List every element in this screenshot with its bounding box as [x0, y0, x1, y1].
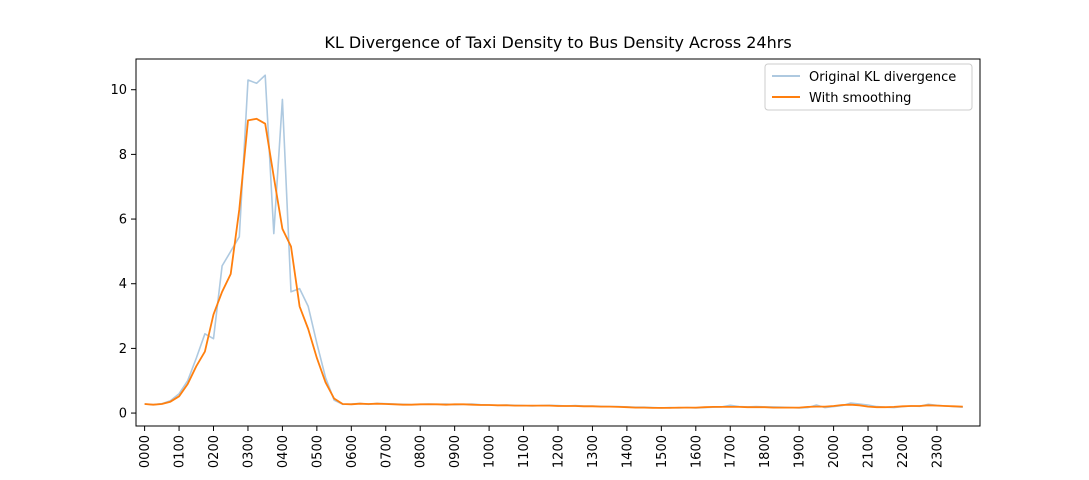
x-tick-label: 0000: [138, 435, 153, 468]
x-tick-label: 1900: [793, 435, 808, 468]
x-tick-label: 0900: [448, 435, 463, 468]
y-tick-label: 0: [119, 407, 127, 422]
plot-area: [135, 58, 981, 427]
x-tick-label: 1800: [758, 435, 773, 468]
legend-label-smoothing: With smoothing: [809, 91, 911, 106]
y-tick-label: 2: [119, 342, 127, 357]
x-tick-label: 2300: [930, 435, 945, 468]
x-tick-label: 0200: [207, 435, 222, 468]
chart-title: KL Divergence of Taxi Density to Bus Den…: [324, 33, 791, 52]
x-tick-label: 1200: [552, 435, 567, 468]
x-tick-label: 0600: [345, 435, 360, 468]
y-axis: 0 2 4 6 8 10: [110, 83, 136, 422]
x-tick-label: 2100: [862, 435, 877, 468]
x-tick-label: 1400: [620, 435, 635, 468]
x-tick-label: 1100: [517, 435, 532, 468]
legend-box: [764, 63, 973, 111]
x-tick-label: 1600: [689, 435, 704, 468]
series-group: [144, 74, 963, 409]
legend-label-original: Original KL divergence: [809, 70, 956, 85]
series-line-smoothing: [144, 117, 963, 409]
x-tick-label: 1700: [724, 435, 739, 468]
x-tick-label: 0500: [310, 435, 325, 468]
plot-frame: [135, 58, 981, 427]
legend: Original KL divergence With smoothing: [764, 63, 973, 111]
y-tick-label: 4: [119, 277, 127, 292]
x-tick-label: 0800: [414, 435, 429, 468]
y-tick-label: 10: [110, 83, 127, 98]
x-tick-label: 2000: [827, 435, 842, 468]
x-tick-label: 0300: [241, 435, 256, 468]
y-tick-label: 6: [119, 213, 127, 228]
x-tick-label: 0400: [276, 435, 291, 468]
y-tick-label: 8: [119, 148, 127, 163]
x-tick-label: 1000: [483, 435, 498, 468]
x-axis: 0000 0100 0200 0300 0400 0500 0600 0700 0800 0900…: [138, 426, 945, 468]
x-tick-label: 0100: [173, 435, 188, 468]
x-tick-label: 2200: [896, 435, 911, 468]
x-tick-label: 1500: [655, 435, 670, 468]
x-tick-label: 1300: [586, 435, 601, 468]
x-tick-label: 0700: [379, 435, 394, 468]
